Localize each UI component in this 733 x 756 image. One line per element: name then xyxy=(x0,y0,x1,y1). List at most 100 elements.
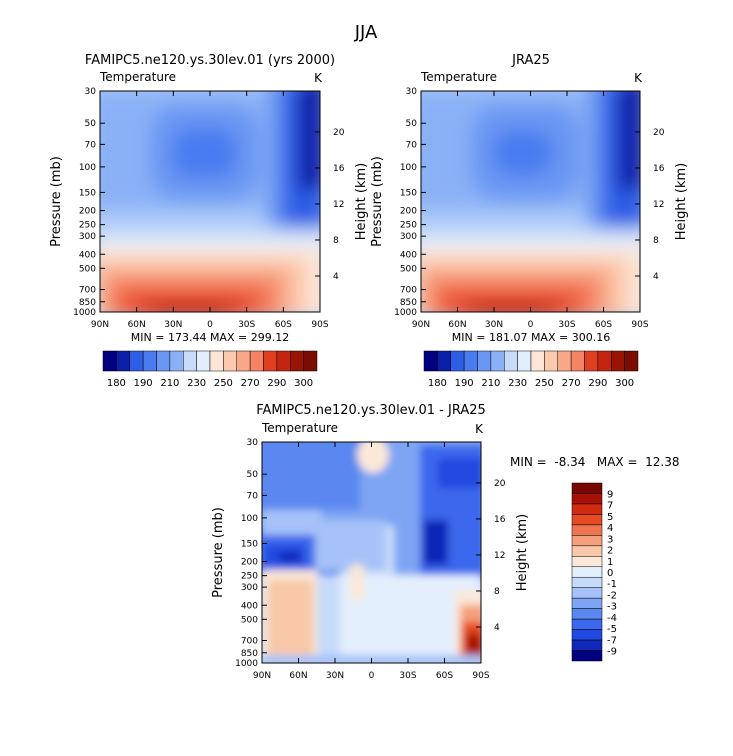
y-tick-label: 700 xyxy=(241,637,258,647)
colorbar-label: 190 xyxy=(134,378,153,389)
colorbar-box xyxy=(450,350,465,372)
units-label: K xyxy=(634,71,643,85)
colorbar-label: 270 xyxy=(562,378,581,389)
x-tick-label: 30S xyxy=(399,671,416,681)
y-tick-label: 400 xyxy=(79,250,96,260)
height-tick-label: 16 xyxy=(494,515,506,525)
y-tick-label: 70 xyxy=(406,140,418,150)
colorbar-box xyxy=(236,350,251,372)
colorbar-box xyxy=(611,350,625,372)
x-tick-label: 30N xyxy=(485,320,503,330)
height-tick-label: 20 xyxy=(653,128,665,138)
x-tick-label: 90S xyxy=(311,320,328,330)
y-axis-right-title: Height (km) xyxy=(674,163,689,240)
colorbar-box xyxy=(571,608,603,620)
colorbar-box xyxy=(571,493,603,505)
x-tick-label: 60S xyxy=(436,671,453,681)
height-tick-label: 4 xyxy=(653,272,659,282)
x-tick-label: 60N xyxy=(448,320,466,330)
height-tick-label: 20 xyxy=(494,479,506,489)
y-tick-label: 150 xyxy=(79,188,96,198)
colorbar-label: 210 xyxy=(481,378,500,389)
colorbar-box xyxy=(276,350,291,372)
colorbar-label: 250 xyxy=(214,378,233,389)
x-tick-label: 60N xyxy=(289,671,307,681)
height-tick-label: 12 xyxy=(653,200,664,210)
y-tick-label: 70 xyxy=(85,140,97,150)
colorbar-box xyxy=(544,350,558,372)
height-tick-label: 8 xyxy=(333,236,339,246)
height-tick-label: 4 xyxy=(494,623,500,633)
colorbar-box xyxy=(504,350,518,372)
stats-label: MIN = 181.07 MAX = 300.16 xyxy=(452,331,610,344)
colorbar-box xyxy=(584,350,599,372)
colorbar-label: 2 xyxy=(607,546,613,557)
variable-label: Temperature xyxy=(261,421,338,435)
page-title: JJA xyxy=(354,22,378,43)
y-tick-label: 100 xyxy=(400,163,417,173)
colorbar-label: -1 xyxy=(607,579,617,590)
colorbar-box xyxy=(571,535,603,547)
colorbar-box xyxy=(571,556,603,568)
height-tick-label: 8 xyxy=(653,236,659,246)
colorbar-label: 230 xyxy=(508,378,527,389)
colorbar-label: 270 xyxy=(241,378,260,389)
y-tick-label: 30 xyxy=(247,438,259,448)
colorbar-box xyxy=(290,350,304,372)
y-axis-title: Pressure (mb) xyxy=(370,156,385,247)
colorbar-box xyxy=(570,350,585,372)
y-axis-right-title: Height (km) xyxy=(515,514,530,591)
units-label: K xyxy=(314,71,323,85)
colorbar-label: 250 xyxy=(535,378,554,389)
colorbar-box xyxy=(571,514,603,526)
y-axis-title: Pressure (mb) xyxy=(211,507,226,598)
colorbar-label: -9 xyxy=(607,647,617,658)
colorbar-box xyxy=(437,350,451,372)
colorbar-label: -5 xyxy=(607,624,617,635)
y-tick-label: 500 xyxy=(79,264,96,274)
y-tick-label: 200 xyxy=(79,207,96,217)
y-tick-label: 1000 xyxy=(394,308,417,318)
height-tick-label: 16 xyxy=(653,164,665,174)
y-tick-label: 700 xyxy=(79,286,96,296)
y-tick-label: 250 xyxy=(241,572,258,582)
colorbar-label: 5 xyxy=(607,512,613,523)
y-tick-label: 50 xyxy=(85,119,97,129)
temperature-field xyxy=(421,91,640,312)
colorbar-label: 290 xyxy=(267,378,286,389)
y-tick-label: 30 xyxy=(85,87,97,97)
colorbar-label: 300 xyxy=(615,378,634,389)
colorbar-label: 180 xyxy=(107,378,126,389)
colorbar-box xyxy=(116,350,130,372)
height-tick-label: 4 xyxy=(333,272,339,282)
colorbar-box xyxy=(303,350,318,372)
colorbar-label: 300 xyxy=(294,378,313,389)
y-tick-label: 100 xyxy=(241,514,258,524)
colorbar-label: 1 xyxy=(607,557,613,568)
height-tick-label: 20 xyxy=(333,128,345,138)
y-tick-label: 400 xyxy=(241,601,258,611)
panel-title: FAMIPC5.ne120.ys.30lev.01 (yrs 2000) xyxy=(85,53,335,68)
height-tick-label: 12 xyxy=(494,551,505,561)
height-tick-label: 12 xyxy=(333,200,344,210)
colorbar-label: 230 xyxy=(187,378,206,389)
colorbar-box xyxy=(571,482,603,494)
y-tick-label: 500 xyxy=(241,615,258,625)
x-tick-label: 60S xyxy=(595,320,612,330)
colorbar-label: 180 xyxy=(428,378,447,389)
colorbar-box xyxy=(530,350,545,372)
variable-label: Temperature xyxy=(420,70,497,84)
colorbar-box xyxy=(571,545,603,557)
x-tick-label: 30N xyxy=(326,671,344,681)
colorbar-label: 0 xyxy=(607,568,613,579)
y-tick-label: 30 xyxy=(406,87,418,97)
y-tick-label: 150 xyxy=(241,539,258,549)
difference-field xyxy=(262,442,481,663)
colorbar-label: -3 xyxy=(607,602,617,613)
colorbar-box xyxy=(571,503,603,515)
x-tick-label: 60S xyxy=(275,320,292,330)
colorbar-box xyxy=(571,639,603,651)
colorbar-label: 7 xyxy=(607,501,613,512)
colorbar-box xyxy=(624,350,639,372)
y-tick-label: 700 xyxy=(400,286,417,296)
